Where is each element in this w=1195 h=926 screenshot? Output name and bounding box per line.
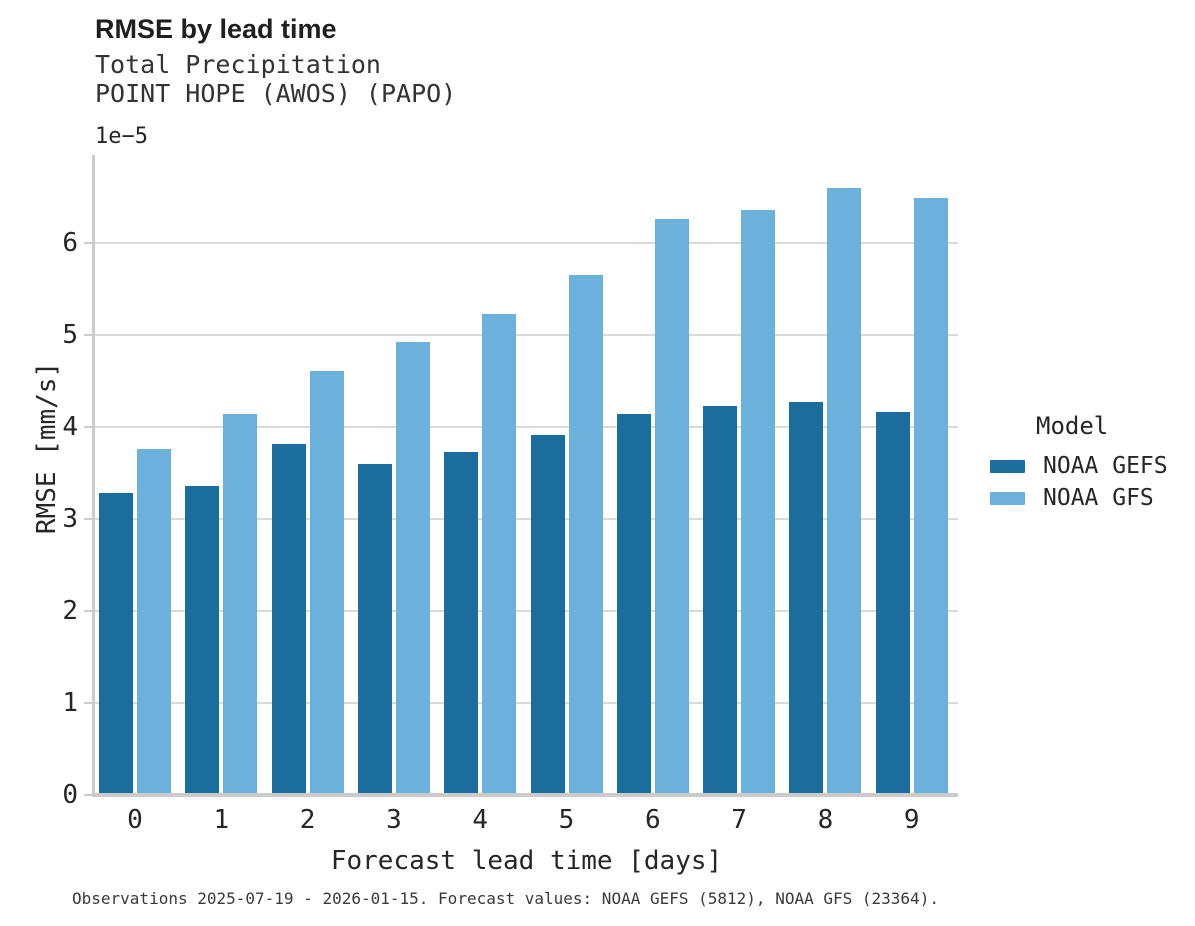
bar-noaa-gfs-lead3 xyxy=(395,341,430,795)
legend-swatch-icon xyxy=(990,491,1025,505)
x-tick-label-9: 9 xyxy=(903,805,920,835)
bar-noaa-gfs-lead2 xyxy=(309,371,344,795)
legend-label: NOAA GEFS xyxy=(1043,453,1168,479)
x-tick-label-4: 4 xyxy=(472,805,489,835)
bar-noaa-gfs-lead8 xyxy=(827,188,862,795)
bar-noaa-gfs-lead7 xyxy=(741,210,776,795)
x-tick-label-5: 5 xyxy=(558,805,575,835)
y-axis-spine xyxy=(92,155,95,797)
caption: Observations 2025-07-19 - 2026-01-15. Fo… xyxy=(72,889,939,908)
y-tick-label-3: 3 xyxy=(62,504,78,535)
x-tick-label-7: 7 xyxy=(731,805,747,835)
legend-items: NOAA GEFS NOAA GFS xyxy=(990,450,1168,514)
legend-item-noaa-gefs: NOAA GEFS xyxy=(990,450,1168,482)
gridline-y1 xyxy=(95,702,958,705)
bar-noaa-gfs-lead1 xyxy=(223,414,258,795)
bar-noaa-gfs-lead5 xyxy=(568,274,603,795)
bar-noaa-gfs-lead0 xyxy=(137,449,171,795)
y-tick-label-0: 0 xyxy=(62,780,78,810)
bar-noaa-gefs-lead5 xyxy=(530,434,565,795)
y-axis-label: RMSE [mm/s] xyxy=(32,361,62,535)
plot-area xyxy=(95,155,958,795)
bar-noaa-gefs-lead8 xyxy=(789,402,824,795)
chart-title: RMSE by lead time xyxy=(95,14,337,44)
bar-noaa-gefs-lead6 xyxy=(616,414,651,795)
x-tick-label-1: 1 xyxy=(213,805,230,835)
bar-noaa-gefs-lead3 xyxy=(357,463,392,795)
y-tick-label-5: 5 xyxy=(62,320,78,351)
y-tick-mark-4 xyxy=(84,426,92,429)
y-tick-label-6: 6 xyxy=(62,228,78,259)
chart-subtitle: Total Precipitation POINT HOPE (AWOS) (P… xyxy=(95,50,457,108)
legend-swatch-icon xyxy=(990,459,1025,473)
legend-label: NOAA GFS xyxy=(1043,485,1154,511)
legend-title: Model xyxy=(1036,412,1109,440)
bar-noaa-gefs-lead1 xyxy=(185,486,220,795)
y-tick-mark-2 xyxy=(84,610,92,613)
bar-noaa-gfs-lead9 xyxy=(913,198,948,795)
bar-noaa-gefs-lead4 xyxy=(444,452,479,795)
y-tick-mark-0 xyxy=(84,794,92,796)
x-axis-spine xyxy=(92,793,958,797)
gridline-y2 xyxy=(95,610,958,613)
bar-noaa-gefs-lead7 xyxy=(703,406,738,795)
x-tick-label-6: 6 xyxy=(644,805,661,835)
gridline-y4 xyxy=(95,426,958,429)
legend: Model NOAA GEFS NOAA GFS xyxy=(990,412,1168,514)
bar-noaa-gfs-lead4 xyxy=(482,314,517,795)
y-axis-offset-label: 1e−5 xyxy=(95,124,148,149)
y-tick-mark-1 xyxy=(84,702,92,705)
x-tick-label-2: 2 xyxy=(299,805,316,835)
x-tick-label-0: 0 xyxy=(127,805,143,835)
y-tick-label-4: 4 xyxy=(62,412,78,443)
y-tick-mark-5 xyxy=(84,334,92,337)
legend-item-noaa-gfs: NOAA GFS xyxy=(990,482,1168,514)
bar-noaa-gefs-lead9 xyxy=(875,412,910,795)
y-tick-label-1: 1 xyxy=(62,688,78,719)
x-tick-label-8: 8 xyxy=(817,805,834,835)
gridline-y3 xyxy=(95,518,958,521)
bar-noaa-gefs-lead2 xyxy=(271,443,306,795)
gridline-y5 xyxy=(95,334,958,337)
y-tick-mark-6 xyxy=(84,242,92,245)
gridline-y6 xyxy=(95,242,958,245)
bar-noaa-gfs-lead6 xyxy=(654,219,689,795)
x-tick-label-3: 3 xyxy=(386,805,402,835)
bar-noaa-gefs-lead0 xyxy=(99,493,133,795)
y-tick-mark-3 xyxy=(84,518,92,521)
x-axis-label: Forecast lead time [days] xyxy=(330,846,723,876)
y-tick-label-2: 2 xyxy=(62,596,78,627)
